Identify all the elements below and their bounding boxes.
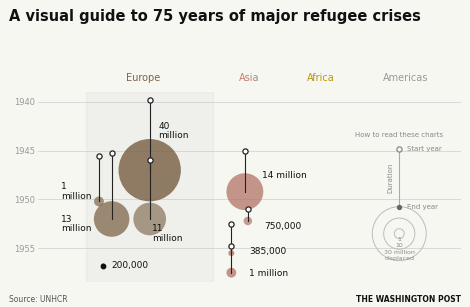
- Point: [396, 205, 403, 210]
- Point: [95, 153, 102, 158]
- Text: 13
million: 13 million: [61, 215, 91, 233]
- Text: Duration: Duration: [387, 163, 393, 193]
- Point: [108, 150, 116, 155]
- Point: [146, 97, 153, 102]
- Text: 11
million: 11 million: [152, 224, 182, 243]
- Point: [241, 189, 249, 194]
- Point: [396, 231, 403, 236]
- Text: Source: UNHCR: Source: UNHCR: [9, 295, 68, 304]
- Text: A visual guide to 75 years of major refugee crises: A visual guide to 75 years of major refu…: [9, 9, 421, 24]
- Text: Start year: Start year: [407, 146, 442, 152]
- Text: How to read these charts: How to read these charts: [355, 132, 443, 138]
- Point: [227, 244, 235, 249]
- Point: [227, 221, 235, 226]
- Point: [99, 263, 107, 268]
- Text: Africa: Africa: [307, 73, 335, 83]
- Text: 750,000: 750,000: [264, 222, 301, 231]
- Text: Europe: Europe: [126, 73, 160, 83]
- Point: [396, 231, 403, 236]
- Text: 14 million: 14 million: [262, 171, 306, 180]
- Point: [108, 216, 116, 221]
- Text: End year: End year: [407, 204, 438, 210]
- Point: [396, 146, 403, 151]
- Point: [146, 168, 153, 173]
- Text: 1: 1: [397, 237, 401, 242]
- Text: 1 million: 1 million: [249, 269, 288, 278]
- Point: [227, 270, 235, 275]
- Text: 1
million: 1 million: [61, 182, 91, 201]
- Point: [241, 148, 249, 153]
- Text: 30 million
displaced: 30 million displaced: [384, 251, 415, 261]
- Point: [396, 231, 403, 236]
- Text: Americas: Americas: [383, 73, 428, 83]
- Text: 200,000: 200,000: [112, 261, 149, 270]
- Point: [227, 251, 235, 256]
- Point: [95, 199, 102, 204]
- Point: [244, 219, 251, 223]
- Text: 385,000: 385,000: [249, 247, 286, 256]
- Text: THE WASHINGTON POST: THE WASHINGTON POST: [356, 295, 461, 304]
- Text: 40
million: 40 million: [158, 122, 188, 141]
- Text: Asia: Asia: [239, 73, 259, 83]
- Point: [99, 263, 107, 268]
- Bar: [86, 92, 213, 282]
- Point: [146, 158, 153, 163]
- Point: [146, 216, 153, 221]
- Text: 10: 10: [395, 243, 403, 248]
- Point: [244, 207, 251, 212]
